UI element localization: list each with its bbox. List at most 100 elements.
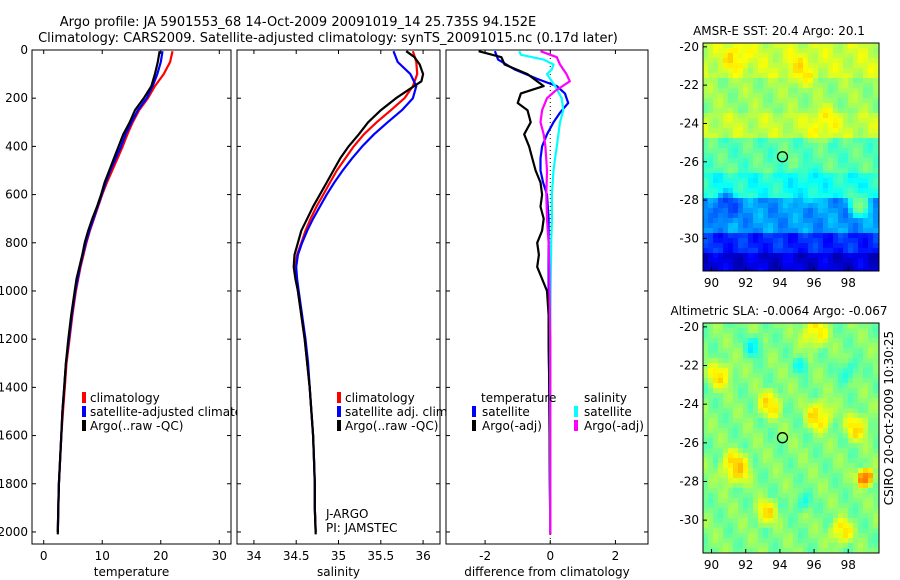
heatmap-cell <box>713 78 719 84</box>
series-line-black <box>478 50 552 535</box>
heatmap-cell <box>833 88 839 94</box>
heatmap-cell <box>743 203 749 209</box>
heatmap-cell <box>798 443 804 449</box>
heatmap-cell <box>823 93 829 99</box>
heatmap-cell <box>778 68 784 74</box>
heatmap-cell <box>738 53 744 59</box>
heatmap-cell <box>818 548 824 554</box>
heatmap-cell <box>843 123 849 129</box>
heatmap-cell <box>788 213 794 219</box>
heatmap-cell <box>873 518 879 524</box>
heatmap-cell <box>703 423 709 429</box>
heatmap-cell <box>813 468 819 474</box>
heatmap-cell <box>773 378 779 384</box>
heatmap-cell <box>728 88 734 94</box>
heatmap-cell <box>733 163 739 169</box>
heatmap-cell <box>723 203 729 209</box>
heatmap-cell <box>793 493 799 499</box>
heatmap-cell <box>703 528 709 534</box>
heatmap-cell <box>783 238 789 244</box>
heatmap-cell <box>828 338 834 344</box>
heatmap-cell <box>763 513 769 519</box>
heatmap-cell <box>833 338 839 344</box>
heatmap-cell <box>783 213 789 219</box>
heatmap-cell <box>863 333 869 339</box>
heatmap-cell <box>738 58 744 64</box>
heatmap-cell <box>853 533 859 539</box>
heatmap-cell <box>808 338 814 344</box>
heatmap-cell <box>793 348 799 354</box>
heatmap-cell <box>788 513 794 519</box>
heatmap-cell <box>743 463 749 469</box>
heatmap-cell <box>873 513 879 519</box>
heatmap-cell <box>768 103 774 109</box>
heatmap-cell <box>773 348 779 354</box>
heatmap-cell <box>738 548 744 554</box>
heatmap-cell <box>743 438 749 444</box>
heatmap-cell <box>753 413 759 419</box>
heatmap-cell <box>848 513 854 519</box>
heatmap-cell <box>868 418 874 424</box>
heatmap-cell <box>723 78 729 84</box>
heatmap-cell <box>843 248 849 254</box>
heatmap-cell <box>778 423 784 429</box>
heatmap-cell <box>743 118 749 124</box>
heatmap-cell <box>848 98 854 104</box>
heatmap-cell <box>808 418 814 424</box>
heatmap-cell <box>783 198 789 204</box>
heatmap-cell <box>808 383 814 389</box>
heatmap-cell <box>713 448 719 454</box>
heatmap-cell <box>858 73 864 79</box>
heatmap-cell <box>748 163 754 169</box>
heatmap-cell <box>808 53 814 59</box>
heatmap-cell <box>788 393 794 399</box>
heatmap-cell <box>833 418 839 424</box>
heatmap-cell <box>708 93 714 99</box>
heatmap-cell <box>833 263 839 269</box>
heatmap-cell <box>853 338 859 344</box>
heatmap-cell <box>768 253 774 259</box>
heatmap-cell <box>873 98 879 104</box>
heatmap-cell <box>803 413 809 419</box>
heatmap-cell <box>798 133 804 139</box>
heatmap-cell <box>868 353 874 359</box>
heatmap-cell <box>843 453 849 459</box>
heatmap-cell <box>758 503 764 509</box>
heatmap-cell <box>833 413 839 419</box>
heatmap-cell <box>843 173 849 179</box>
heatmap-cell <box>753 128 759 134</box>
heatmap-cell <box>863 123 869 129</box>
heatmap-cell <box>813 68 819 74</box>
heatmap-cell <box>793 248 799 254</box>
heatmap-cell <box>733 418 739 424</box>
heatmap-cell <box>803 203 809 209</box>
heatmap-cell <box>798 108 804 114</box>
heatmap-cell <box>803 108 809 114</box>
heatmap-cell <box>823 463 829 469</box>
heatmap-cell <box>813 533 819 539</box>
heatmap-cell <box>808 188 814 194</box>
heatmap-cell <box>743 428 749 434</box>
heatmap-cell <box>853 348 859 354</box>
heatmap-cell <box>718 358 724 364</box>
heatmap-cell <box>793 368 799 374</box>
heatmap-cell <box>813 153 819 159</box>
heatmap-cell <box>833 253 839 259</box>
heatmap-cell <box>713 463 719 469</box>
heatmap-cell <box>728 53 734 59</box>
heatmap-cell <box>713 443 719 449</box>
heatmap-cell <box>848 338 854 344</box>
heatmap-cell <box>813 453 819 459</box>
heatmap-cell <box>763 413 769 419</box>
heatmap-cell <box>758 468 764 474</box>
heatmap-cell <box>808 48 814 54</box>
heatmap-cell <box>778 373 784 379</box>
heatmap-cell <box>823 423 829 429</box>
heatmap-cell <box>708 343 714 349</box>
heatmap-cell <box>808 493 814 499</box>
heatmap-cell <box>778 98 784 104</box>
heatmap-cell <box>833 343 839 349</box>
heatmap-cell <box>798 373 804 379</box>
heatmap-cell <box>863 343 869 349</box>
heatmap-cell <box>833 408 839 414</box>
